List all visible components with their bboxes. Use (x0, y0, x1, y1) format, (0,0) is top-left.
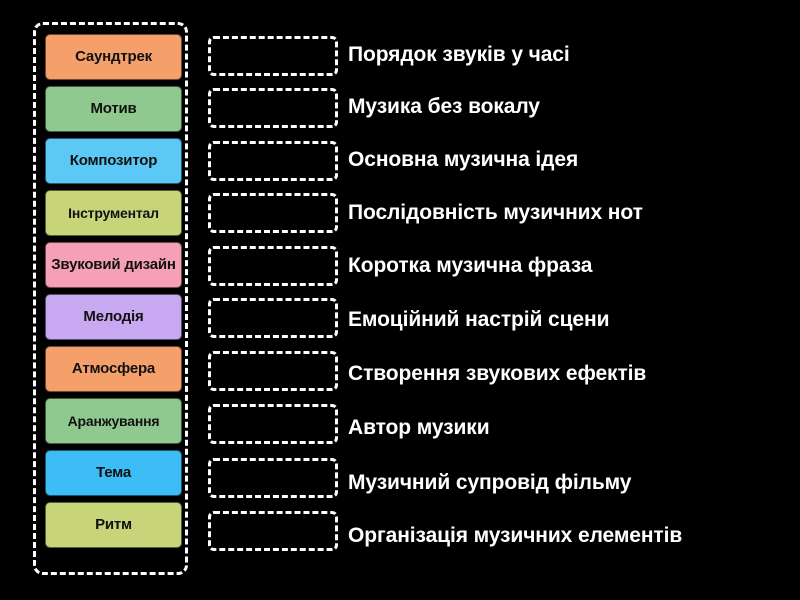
dropzone-8[interactable] (208, 404, 338, 444)
definition-label: Автор музики (348, 416, 490, 439)
dropzone-7[interactable] (208, 351, 338, 391)
tiles-list: Саундтрек Мотив Композитор Інструментал Звук… (45, 34, 182, 548)
tiles-container: Саундтрек Мотив Композитор Інструментал Звук… (33, 22, 188, 575)
dropzone-2[interactable] (208, 88, 338, 128)
definition-label: Основна музична ідея (348, 148, 579, 171)
dropzone-4[interactable] (208, 193, 338, 233)
draggable-tile[interactable]: Саундтрек (45, 34, 182, 80)
definition-label: Музика без вокалу (348, 95, 540, 118)
definition-label: Послідовність музичних нот (348, 201, 643, 224)
definition-label: Музичний супровід фільму (348, 471, 632, 494)
definition-label: Створення звукових ефектів (348, 362, 647, 385)
dropzone-5[interactable] (208, 246, 338, 286)
dropzone-9[interactable] (208, 458, 338, 498)
draggable-tile[interactable]: Мотив (45, 86, 182, 132)
draggable-tile[interactable]: Мелодія (45, 294, 182, 340)
draggable-tile[interactable]: Інструментал (45, 190, 182, 236)
draggable-tile[interactable]: Ритм (45, 502, 182, 548)
draggable-tile[interactable]: Композитор (45, 138, 182, 184)
draggable-tile[interactable]: Аранжування (45, 398, 182, 444)
definition-label: Організація музичних елементів (348, 524, 683, 547)
draggable-tile[interactable]: Атмосфера (45, 346, 182, 392)
dropzone-1[interactable] (208, 36, 338, 76)
dropzone-3[interactable] (208, 141, 338, 181)
definition-label: Коротка музична фраза (348, 254, 593, 277)
draggable-tile[interactable]: Звуковий дизайн (45, 242, 182, 288)
dropzone-6[interactable] (208, 298, 338, 338)
definition-label: Емоційний настрій сцени (348, 308, 610, 331)
definition-label: Порядок звуків у часі (348, 43, 570, 66)
dropzone-10[interactable] (208, 511, 338, 551)
draggable-tile[interactable]: Тема (45, 450, 182, 496)
